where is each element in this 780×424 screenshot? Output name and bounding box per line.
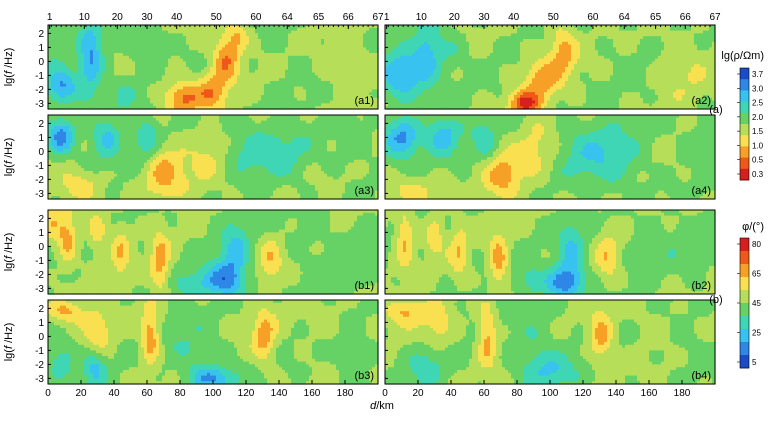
y-tick-label: -3: [35, 99, 44, 110]
panel-a2: (a2): [385, 25, 716, 110]
y-tick-label: 2: [38, 29, 44, 40]
y-tick-label: -1: [35, 71, 44, 82]
y-tick-label: 0: [38, 57, 44, 68]
panel-label: (a1): [354, 95, 374, 107]
y-tick-label: -2: [35, 85, 44, 96]
panel-a1: (a1) 2 1 0 -1 -2 -3: [35, 25, 379, 110]
y-tick-label: 1: [38, 43, 44, 54]
